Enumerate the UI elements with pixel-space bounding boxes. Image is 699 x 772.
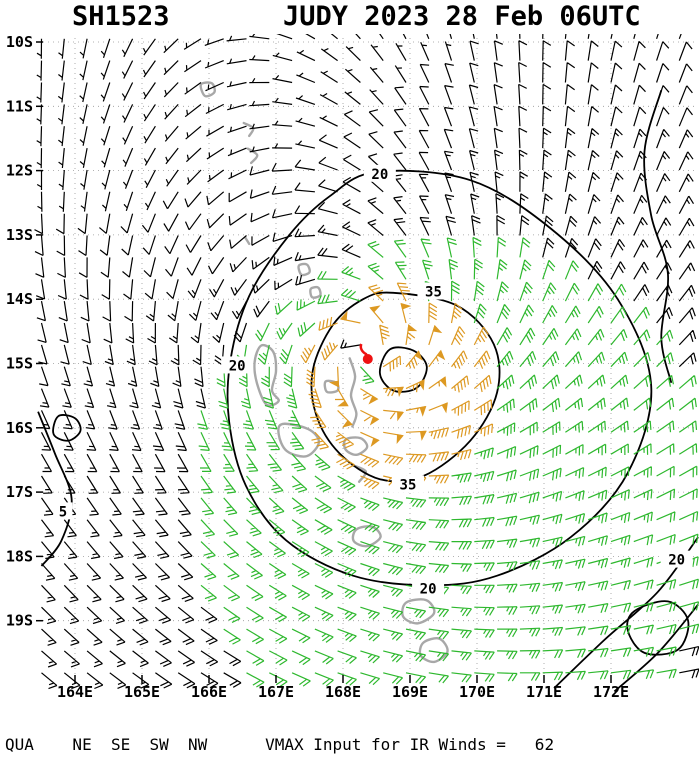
coastline-espiritu-santo [253,343,280,407]
coastline-malekula [277,422,321,458]
coastline-vanua-lava [297,262,311,277]
coastline-efate [351,525,382,548]
x-axis-tick-label: 165E [124,683,160,701]
y-axis-tick-label: 18S [6,547,33,565]
contour-west-loop [52,414,82,442]
y-axis-tick-label: 14S [6,290,33,308]
stats-block: QUA NE SE SW NW VMAX Input for IR Winds … [5,701,641,772]
svg-text:35: 35 [400,477,417,493]
title-row: SH1523 JUDY 2023 28 Feb 06UTC [0,0,699,34]
contour-se-diag2 [613,604,699,693]
x-axis-tick-label: 168E [325,683,361,701]
x-axis-tick-label: 167E [258,683,294,701]
contour-iso5-west [37,411,73,567]
coastline-utupua [246,147,259,165]
svg-text:5: 5 [59,504,67,520]
svg-text:20: 20 [371,167,388,183]
x-axis-tick-label: 171E [526,683,562,701]
coastline-gaua [309,285,322,299]
y-axis-tick-label: 15S [6,355,33,373]
coastline-vanikoro [242,121,255,138]
coastline-erromango [401,598,436,625]
coastline-santa-cruz [199,81,216,98]
y-axis-tick-label: 19S [6,612,33,630]
chart-title: JUDY 2023 28 Feb 06UTC [283,1,641,32]
x-axis-tick-label: 164E [57,683,93,701]
storm-id-label: SH1523 [72,1,170,32]
cyclone-icon [362,353,373,364]
coastline-torres [244,236,251,246]
coastline-ambrym [342,436,369,457]
x-axis-tick-label: 166E [191,683,227,701]
svg-text:20: 20 [229,358,246,374]
coastline-tanna [418,637,449,664]
svg-text:35: 35 [425,284,442,300]
y-axis-tick-label: 10S [6,34,33,51]
y-axis-tick-label: 17S [6,483,33,501]
svg-text:20: 20 [668,553,685,569]
y-axis-tick-label: 16S [6,419,33,437]
axis-labels: 10S 11S 12S 13S 14S 15S 16S 17S 18S 19S 164E 165E 16… [6,34,629,701]
svg-text:20: 20 [420,582,437,598]
storm-center-symbol [359,343,373,364]
contour-labels: 20 20 20 35 35 5 20 [53,164,693,598]
y-axis-tick-label: 13S [6,226,33,244]
y-axis-tick-label: 12S [6,162,33,180]
wind-barb-map: 20 20 20 35 35 5 20 10S 11S 12S 13S 14S 15S 16S 17S 18S… [6,34,699,701]
x-axis-tick-label: 172E [593,683,629,701]
x-axis-tick-label: 170E [459,683,495,701]
coastline-maewo-pentecost [348,357,358,428]
wind-barbs [34,34,699,690]
x-axis-tick-label: 169E [392,683,428,701]
contour-se-loop [626,600,690,656]
quadrant-header-row: QUA NE SE SW NW VMAX Input for IR Winds … [5,735,555,754]
y-axis-tick-label: 11S [6,97,33,115]
